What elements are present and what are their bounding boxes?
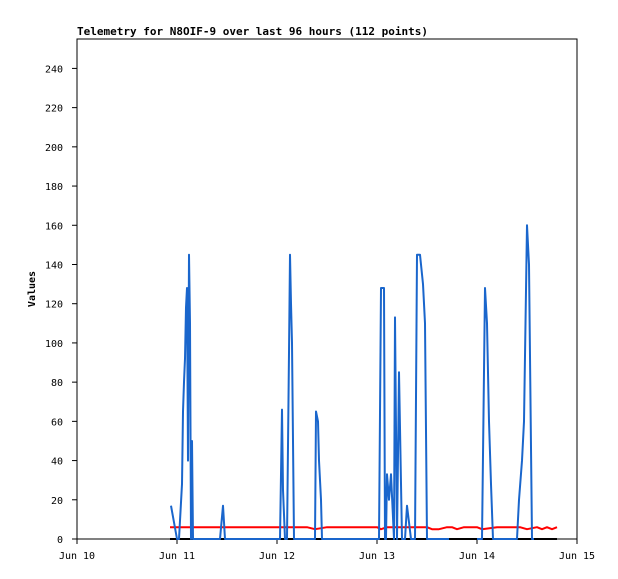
x-tick-label: Jun 15	[559, 551, 595, 562]
y-tick-label: 0	[57, 535, 63, 546]
y-tick-label: 240	[45, 64, 63, 75]
y-axis: 0 20 40 60 80 100 120 140 160 180 200 220 240	[45, 64, 77, 546]
series-line-3	[477, 224, 534, 540]
chart-title: Telemetry for N8OIF-9 over last 96 hours…	[77, 25, 428, 38]
x-tick-label: Jun 11	[159, 551, 195, 562]
series-line-1	[170, 526, 558, 531]
y-tick-label: 160	[45, 221, 63, 232]
y-tick-label: 100	[45, 339, 63, 350]
x-tick-label: Jun 13	[359, 551, 395, 562]
y-tick-label: 80	[51, 378, 63, 389]
x-tick-label: Jun 14	[459, 551, 495, 562]
y-tick-label: 20	[51, 496, 63, 507]
y-tick-label: 200	[45, 143, 63, 154]
x-tick-label: Jun 10	[59, 551, 95, 562]
y-tick-label: 180	[45, 182, 63, 193]
y-tick-label: 140	[45, 260, 63, 271]
x-axis: Jun 10 Jun 11 Jun 12 Jun 13 Jun 14 Jun 15	[59, 539, 595, 562]
series-line-2	[170, 253, 449, 540]
y-tick-label: 60	[51, 417, 63, 428]
y-tick-label: 120	[45, 300, 63, 311]
y-axis-label: Values	[27, 271, 38, 307]
series-group	[170, 224, 558, 540]
x-tick-label: Jun 12	[259, 551, 295, 562]
plot-area	[76, 38, 578, 540]
y-tick-label: 220	[45, 104, 63, 115]
y-tick-label: 40	[51, 457, 63, 468]
